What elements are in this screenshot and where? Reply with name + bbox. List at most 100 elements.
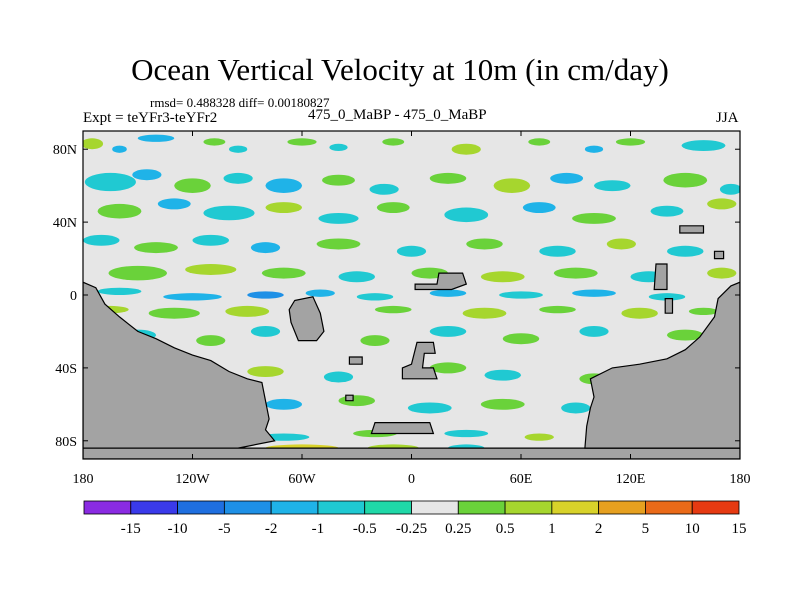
colorbar-swatch	[411, 500, 459, 515]
field-patch	[338, 271, 375, 283]
field-patch	[382, 138, 405, 146]
field-patch	[108, 265, 167, 281]
field-patch	[265, 178, 302, 193]
field-patch	[444, 429, 489, 438]
field-patch	[250, 325, 281, 337]
x-tick-label: 60W	[288, 472, 316, 487]
field-patch	[376, 202, 410, 214]
field-patch	[539, 245, 576, 257]
field-patch	[323, 371, 354, 383]
y-tick-label: 40S	[55, 362, 77, 377]
field-patch	[466, 238, 503, 250]
field-patch	[174, 178, 211, 193]
x-axis: 180 120W 60W 0 60E 120E 180	[73, 131, 751, 487]
field-patch	[688, 307, 719, 316]
colorbar-swatch	[130, 500, 178, 515]
colorbar-swatch	[270, 500, 319, 515]
colorbar-label: 15	[732, 521, 747, 537]
y-axis: 80N 40N 0 40S 80S	[53, 143, 740, 450]
land-mass	[653, 263, 668, 291]
colorbar-label: 0.25	[445, 521, 471, 537]
colorbar-label: -10	[168, 521, 188, 537]
field-patch	[223, 172, 253, 184]
field-patch	[462, 307, 507, 319]
colorbar-swatch	[457, 500, 506, 515]
colorbar-swatch	[177, 500, 225, 515]
field-patch	[480, 271, 525, 283]
field-patch	[369, 183, 399, 195]
field-patch	[429, 325, 467, 337]
field-patch	[97, 203, 142, 219]
colorbar-label: -0.25	[396, 521, 427, 537]
y-tick-label: 80S	[55, 435, 77, 450]
field-patch	[265, 398, 302, 410]
field-patch	[356, 293, 394, 301]
field-patch	[667, 245, 704, 257]
field-patch	[84, 172, 136, 192]
stats-line: rmsd= 0.488328 diff= 0.00180827	[150, 95, 330, 110]
x-tick-label: 120E	[616, 472, 646, 487]
season-label: JJA	[716, 110, 739, 126]
field-patch	[250, 242, 281, 254]
field-patch	[97, 287, 142, 295]
field-patch	[719, 183, 740, 195]
field-patch	[247, 366, 284, 377]
field-patch	[305, 289, 335, 297]
field-patch	[648, 293, 686, 301]
field-patch	[157, 198, 191, 210]
field-patch	[681, 140, 726, 152]
field-patch	[375, 305, 412, 314]
field-patch	[185, 264, 237, 275]
field-patch	[524, 433, 554, 441]
field-patch	[83, 138, 104, 150]
x-tick-label: 60E	[510, 472, 533, 487]
x-tick-label: 180	[73, 472, 94, 487]
field-patch	[407, 402, 452, 414]
field-patch	[338, 395, 375, 407]
field-patch	[561, 402, 591, 414]
land-mass	[370, 422, 435, 435]
colorbar-label: 5	[642, 521, 650, 537]
colorbar-swatch	[691, 500, 740, 515]
land-mass	[584, 281, 740, 449]
experiment-label: Expt = teYFr3-teYFr2	[83, 110, 218, 126]
field-patch	[196, 335, 226, 347]
colorbar-swatch	[645, 500, 693, 515]
field-patch	[553, 267, 598, 279]
field-patch	[192, 234, 229, 246]
field-patch	[429, 172, 467, 184]
field-patch	[615, 138, 646, 146]
colorbar: -15 -10 -5 -2 -1 -0.5 -0.25 0.25 0.5 1 2 5 10 15	[83, 500, 747, 537]
field-patch	[247, 291, 284, 299]
field-patch	[134, 242, 178, 254]
field-patch	[451, 143, 481, 155]
field-patch	[132, 169, 162, 181]
field-patch	[137, 134, 175, 142]
field-patch	[650, 205, 684, 217]
field-patch	[148, 307, 200, 319]
field-patch	[396, 245, 427, 257]
land-mass	[401, 341, 438, 380]
land-masses	[83, 225, 740, 459]
field-patch	[707, 198, 737, 210]
field-patch	[225, 305, 270, 317]
field-patch	[444, 207, 489, 223]
field-patch	[318, 213, 359, 224]
field-patch	[667, 329, 704, 341]
field-patch	[528, 138, 551, 146]
land-mass	[679, 225, 705, 234]
colorbar-swatch	[598, 500, 646, 515]
x-tick-label: 120W	[175, 472, 210, 487]
field-patch	[360, 335, 390, 347]
colorbar-label: -1	[312, 521, 325, 537]
land-mass	[664, 298, 674, 314]
colorbar-label: 2	[595, 521, 603, 537]
colorbar-label: 1	[548, 521, 556, 537]
field-patch	[229, 145, 248, 153]
field-patch	[550, 172, 584, 184]
field-patch	[287, 138, 317, 146]
colorbar-label: -2	[265, 521, 278, 537]
field-patch	[322, 174, 355, 186]
colorbar-label: -5	[218, 521, 231, 537]
y-tick-label: 40N	[53, 216, 77, 231]
